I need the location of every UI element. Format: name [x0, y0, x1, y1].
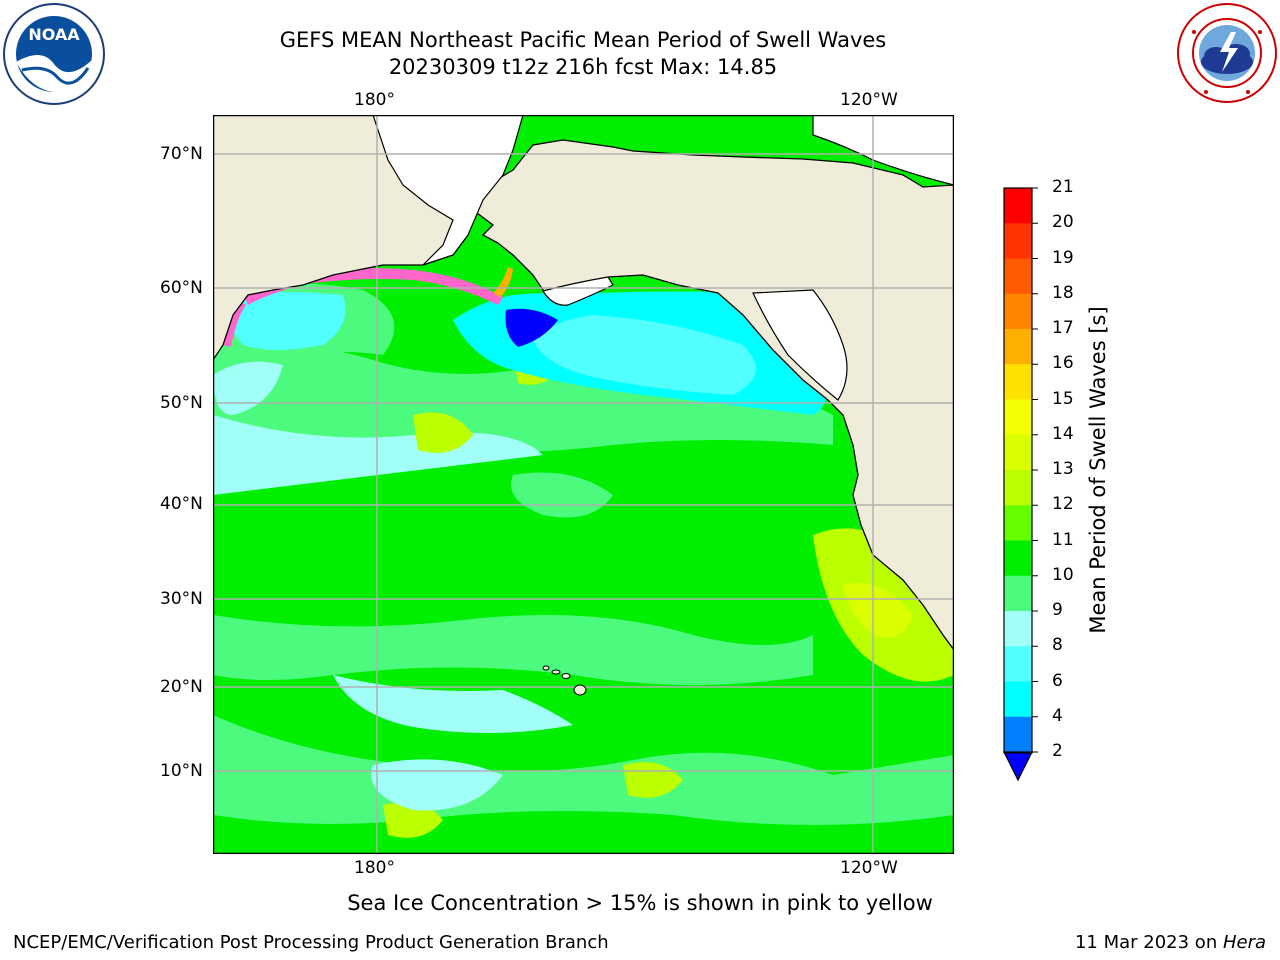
lat-label-10n: 10°N	[160, 761, 203, 781]
map-border	[213, 115, 954, 854]
colorbar-tick-label: 12	[1052, 494, 1074, 515]
lat-label-60n: 60°N	[160, 278, 203, 298]
map-panel	[213, 115, 954, 854]
colorbar-segment	[1004, 329, 1032, 365]
colorbar-tick-label: 10	[1052, 564, 1074, 585]
colorbar-tick-label: 20	[1052, 212, 1074, 233]
footer-date: 11 Mar 2023 on Hera	[1075, 932, 1266, 953]
masked-areas	[372, 115, 954, 401]
hawaii-islands	[542, 665, 587, 696]
colorbar-extend-triangle	[1003, 751, 1033, 782]
colorbar-tick-label: 21	[1052, 177, 1074, 197]
colorbar-segment	[1004, 716, 1032, 753]
colorbar-tick-label: 15	[1052, 388, 1074, 409]
colorbar-segment	[1004, 223, 1032, 259]
footer-producer: NCEP/EMC/Verification Post Processing Pr…	[13, 932, 609, 953]
colorbar-tick-label: 19	[1052, 247, 1074, 268]
colorbar-tick-label: 14	[1052, 423, 1074, 444]
lon-label-bottom-120w: 120°W	[840, 858, 898, 878]
colorbar-segment	[1004, 470, 1032, 506]
colorbar	[1003, 187, 1038, 782]
lat-label-20n: 20°N	[160, 677, 203, 697]
colorbar-segment	[1004, 399, 1032, 436]
colorbar-tick-label: 13	[1052, 459, 1074, 479]
colorbar-segment	[1004, 611, 1032, 647]
colorbar-segment	[1004, 434, 1032, 471]
colorbar-tick-label: 2	[1052, 741, 1063, 761]
noaa-logo-text: NOAA	[28, 25, 80, 44]
colorbar-segments	[1003, 188, 1033, 782]
lon-label-top-120w: 120°W	[840, 90, 898, 110]
lat-label-40n: 40°N	[160, 494, 203, 514]
colorbar-segment	[1004, 505, 1032, 541]
colorbar-segment	[1004, 293, 1032, 330]
colorbar-segment	[1004, 540, 1032, 577]
lat-label-70n: 70°N	[160, 144, 203, 164]
colorbar-tick-label: 16	[1052, 353, 1074, 374]
map-subtitle: 20230309 t12z 216h fcst Max: 14.85	[388, 55, 778, 79]
colorbar-tick-label: 6	[1052, 670, 1063, 691]
colorbar-tick-label: 17	[1052, 318, 1074, 338]
colorbar-segment	[1004, 188, 1032, 224]
lat-label-50n: 50°N	[160, 393, 203, 413]
footer-machine: Hera	[1222, 932, 1266, 953]
lat-label-30n: 30°N	[160, 589, 203, 609]
nws-logo-icon	[1177, 3, 1277, 103]
colorbar-tick-label: 4	[1052, 705, 1063, 726]
colorbar-segment	[1004, 575, 1032, 612]
lon-label-bottom-180: 180°	[354, 858, 395, 878]
colorbar-segment	[1004, 258, 1032, 295]
colorbar-tick-label: 9	[1052, 600, 1063, 620]
lon-label-top-180: 180°	[354, 90, 395, 110]
ice-note: Sea Ice Concentration > 15% is shown in …	[347, 891, 933, 915]
colorbar-tick-label: 8	[1052, 635, 1063, 656]
colorbar-segment	[1004, 681, 1032, 718]
colorbar-label: Mean Period of Swell Waves [s]	[1086, 306, 1110, 634]
map-title: GEFS MEAN Northeast Pacific Mean Period …	[279, 28, 887, 52]
colorbar-segment	[1004, 364, 1032, 400]
colorbar-tick-label: 18	[1052, 282, 1074, 303]
colorbar-tick-label: 11	[1052, 529, 1074, 550]
noaa-logo-icon: NOAA	[3, 3, 105, 105]
footer-date-text: 11 Mar 2023 on	[1074, 932, 1223, 953]
colorbar-segment	[1004, 646, 1032, 682]
